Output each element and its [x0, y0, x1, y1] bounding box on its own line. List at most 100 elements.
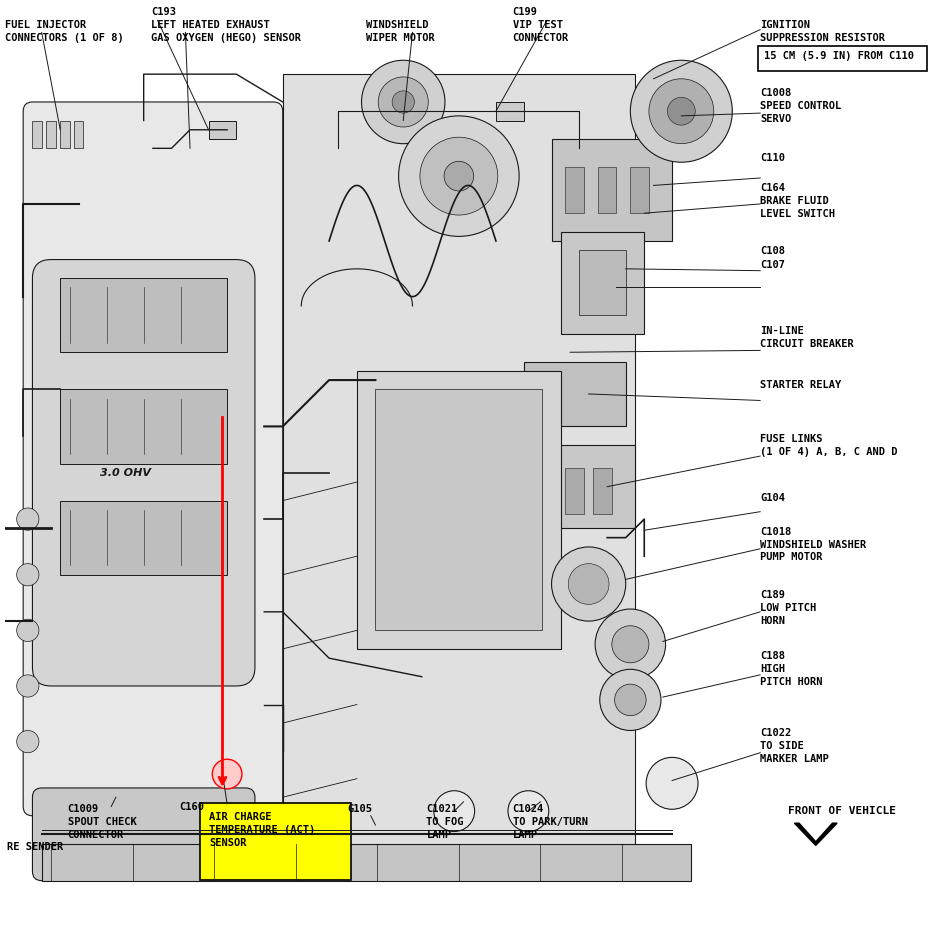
Bar [496, 445, 635, 528]
Text: (1 OF 4) A, B, C AND D: (1 OF 4) A, B, C AND D [760, 447, 898, 457]
Bar [561, 232, 644, 334]
Text: RE SENDER: RE SENDER [8, 842, 63, 852]
Text: G105: G105 [348, 804, 372, 814]
Bar [565, 167, 584, 213]
Text: WIPER MOTOR: WIPER MOTOR [366, 33, 435, 44]
Text: HIGH: HIGH [760, 664, 785, 674]
FancyBboxPatch shape [759, 46, 927, 71]
Bar [524, 362, 626, 426]
Text: FRONT OF VEHICLE: FRONT OF VEHICLE [788, 806, 896, 817]
Bar [61, 501, 227, 575]
Bar [32, 121, 42, 148]
Text: C193: C193 [152, 7, 176, 18]
Bar [509, 468, 528, 514]
Text: TO SIDE: TO SIDE [760, 741, 804, 751]
Bar [42, 844, 690, 881]
Circle shape [668, 97, 695, 125]
FancyBboxPatch shape [200, 803, 351, 880]
Text: MARKER LAMP: MARKER LAMP [760, 754, 829, 764]
Circle shape [444, 161, 474, 191]
Circle shape [17, 730, 39, 753]
Circle shape [599, 669, 661, 730]
Text: C199: C199 [512, 7, 538, 18]
Text: 15 CM (5.9 IN) FROM C110: 15 CM (5.9 IN) FROM C110 [764, 51, 914, 61]
Circle shape [568, 564, 609, 604]
Circle shape [612, 626, 649, 663]
Text: LAMP: LAMP [512, 830, 538, 840]
Text: VIP TEST: VIP TEST [512, 20, 563, 31]
Text: CONNECTOR: CONNECTOR [67, 830, 124, 840]
Text: CONNECTOR: CONNECTOR [512, 33, 569, 44]
Text: C160: C160 [179, 802, 204, 812]
Circle shape [17, 508, 39, 530]
Circle shape [551, 547, 626, 621]
Text: BRAKE FLUID: BRAKE FLUID [760, 196, 829, 206]
Text: C188: C188 [760, 651, 785, 661]
Text: IN-LINE: IN-LINE [760, 326, 804, 337]
Bar [357, 371, 561, 649]
Bar [538, 468, 556, 514]
Text: C164: C164 [760, 183, 785, 193]
Text: TO PARK/TURN: TO PARK/TURN [512, 817, 588, 827]
Circle shape [399, 116, 519, 236]
Circle shape [420, 137, 498, 215]
Bar [46, 121, 56, 148]
Text: HORN: HORN [760, 616, 785, 627]
Text: WINDSHIELD: WINDSHIELD [366, 20, 429, 31]
Bar [61, 389, 227, 464]
Text: C1021: C1021 [426, 804, 457, 814]
Bar [631, 167, 649, 213]
Text: G104: G104 [760, 493, 785, 503]
Text: FUEL INJECTOR: FUEL INJECTOR [5, 20, 86, 31]
Text: C1024: C1024 [512, 804, 544, 814]
Text: SPOUT CHECK: SPOUT CHECK [67, 817, 136, 827]
Text: CIRCUIT BREAKER: CIRCUIT BREAKER [760, 339, 854, 349]
Circle shape [392, 91, 415, 113]
Text: C1008: C1008 [760, 88, 792, 98]
Bar [61, 278, 227, 352]
Text: C189: C189 [760, 590, 785, 601]
Circle shape [362, 60, 445, 144]
Bar [598, 167, 616, 213]
FancyBboxPatch shape [32, 260, 255, 686]
Text: C1009: C1009 [67, 804, 98, 814]
Polygon shape [795, 823, 837, 845]
Text: C108: C108 [760, 246, 785, 256]
Circle shape [508, 791, 548, 832]
Text: TO FOG: TO FOG [426, 817, 464, 827]
Text: CONNECTORS (1 OF 8): CONNECTORS (1 OF 8) [5, 33, 123, 44]
Circle shape [434, 791, 474, 832]
Circle shape [17, 675, 39, 697]
Text: 3.0 OHV: 3.0 OHV [99, 468, 151, 477]
Circle shape [17, 564, 39, 586]
Bar [580, 250, 626, 315]
Text: C1018: C1018 [760, 527, 792, 537]
Circle shape [595, 609, 666, 679]
Bar [551, 139, 672, 241]
Text: C107: C107 [760, 260, 785, 271]
Circle shape [631, 60, 732, 162]
Bar [375, 389, 543, 630]
Text: LOW PITCH: LOW PITCH [760, 603, 816, 614]
Text: AIR CHARGE
TEMPERATURE (ACT)
SENSOR: AIR CHARGE TEMPERATURE (ACT) SENSOR [209, 812, 315, 847]
Text: C1022: C1022 [760, 728, 792, 738]
Text: SERVO: SERVO [760, 114, 792, 124]
Text: C110: C110 [760, 153, 785, 163]
Circle shape [615, 684, 646, 716]
Text: PITCH HORN: PITCH HORN [760, 677, 823, 687]
Text: GAS OXYGEN (HEGO) SENSOR: GAS OXYGEN (HEGO) SENSOR [152, 33, 301, 44]
Text: FUSE LINKS: FUSE LINKS [760, 434, 823, 444]
Circle shape [649, 79, 714, 144]
Bar [283, 74, 635, 853]
Text: LAMP: LAMP [426, 830, 452, 840]
Text: WINDSHIELD WASHER: WINDSHIELD WASHER [760, 540, 867, 550]
Bar [61, 121, 69, 148]
Bar [74, 121, 83, 148]
Bar [208, 121, 237, 139]
Circle shape [17, 619, 39, 641]
Text: IGNITION: IGNITION [760, 20, 810, 31]
FancyBboxPatch shape [23, 102, 283, 816]
Circle shape [212, 759, 241, 789]
Bar [565, 468, 584, 514]
Text: STARTER RELAY: STARTER RELAY [760, 380, 841, 390]
